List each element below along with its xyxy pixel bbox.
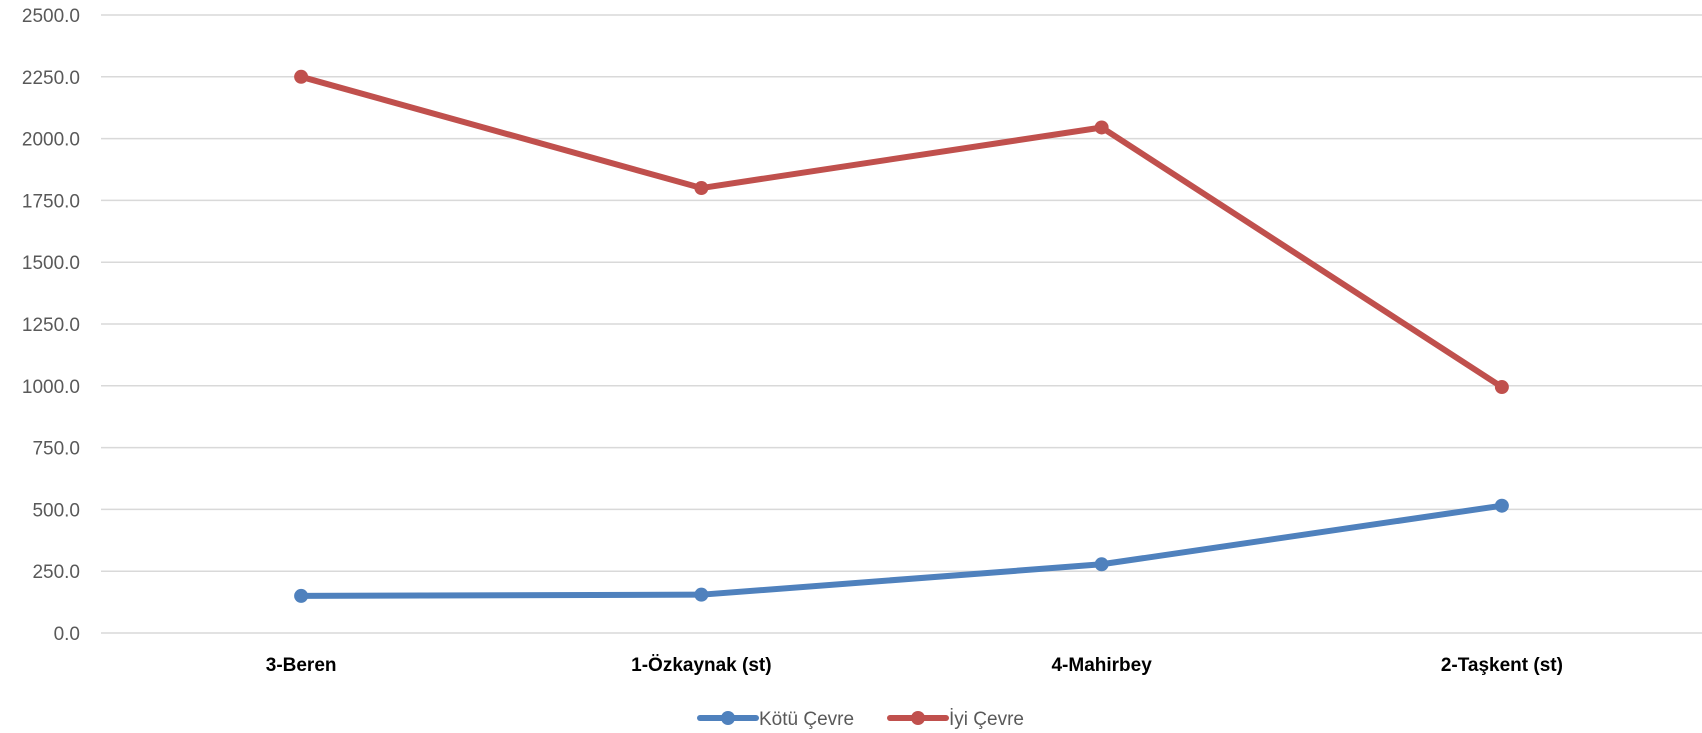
series-0 xyxy=(294,498,1509,603)
y-tick-label: 250.0 xyxy=(32,562,80,583)
data-point xyxy=(294,588,309,603)
y-tick-label: 2500.0 xyxy=(22,6,80,27)
legend-item: İyi Çevre xyxy=(887,709,1024,730)
legend-label: İyi Çevre xyxy=(949,709,1024,730)
y-tick-label: 0.0 xyxy=(54,624,80,645)
x-category-label: 1-Özkaynak (st) xyxy=(631,655,771,676)
y-tick-label: 750.0 xyxy=(32,439,80,460)
legend-swatch-marker xyxy=(911,711,925,725)
y-tick-label: 1000.0 xyxy=(22,377,80,398)
data-point xyxy=(1494,498,1509,513)
x-category-label: 3-Beren xyxy=(266,655,337,676)
x-category-label: 4-Mahirbey xyxy=(1051,655,1152,676)
data-point xyxy=(694,587,709,602)
data-point xyxy=(1094,557,1109,572)
series-line xyxy=(298,502,1505,599)
legend-label: Kötü Çevre xyxy=(759,709,854,730)
y-tick-label: 1750.0 xyxy=(22,191,80,212)
data-point xyxy=(294,69,309,84)
x-category-label: 2-Taşkent (st) xyxy=(1441,655,1563,676)
legend-swatch-marker xyxy=(721,711,735,725)
legend: Kötü Çevre İyi Çevre xyxy=(697,709,1024,730)
y-tick-label: 1250.0 xyxy=(22,315,80,336)
y-tick-label: 2250.0 xyxy=(22,68,80,89)
series-lines xyxy=(294,69,1509,603)
data-point xyxy=(694,181,709,196)
y-tick-label: 500.0 xyxy=(32,500,80,521)
series-1 xyxy=(294,69,1509,395)
legend-item: Kötü Çevre xyxy=(697,709,854,730)
y-tick-label: 1500.0 xyxy=(22,253,80,274)
y-tick-label: 2000.0 xyxy=(22,130,80,151)
y-axis-tick-labels: 0.0 250.0 500.0 750.0 1000.0 1250.0 1500.0 1750… xyxy=(22,6,80,645)
series-line xyxy=(298,73,1505,391)
x-axis-category-labels: 3-Beren 1-Özkaynak (st) 4-Mahirbey 2-Taşken… xyxy=(266,655,1563,676)
data-point xyxy=(1494,380,1509,395)
gridlines xyxy=(101,14,1702,634)
data-point xyxy=(1094,120,1109,135)
